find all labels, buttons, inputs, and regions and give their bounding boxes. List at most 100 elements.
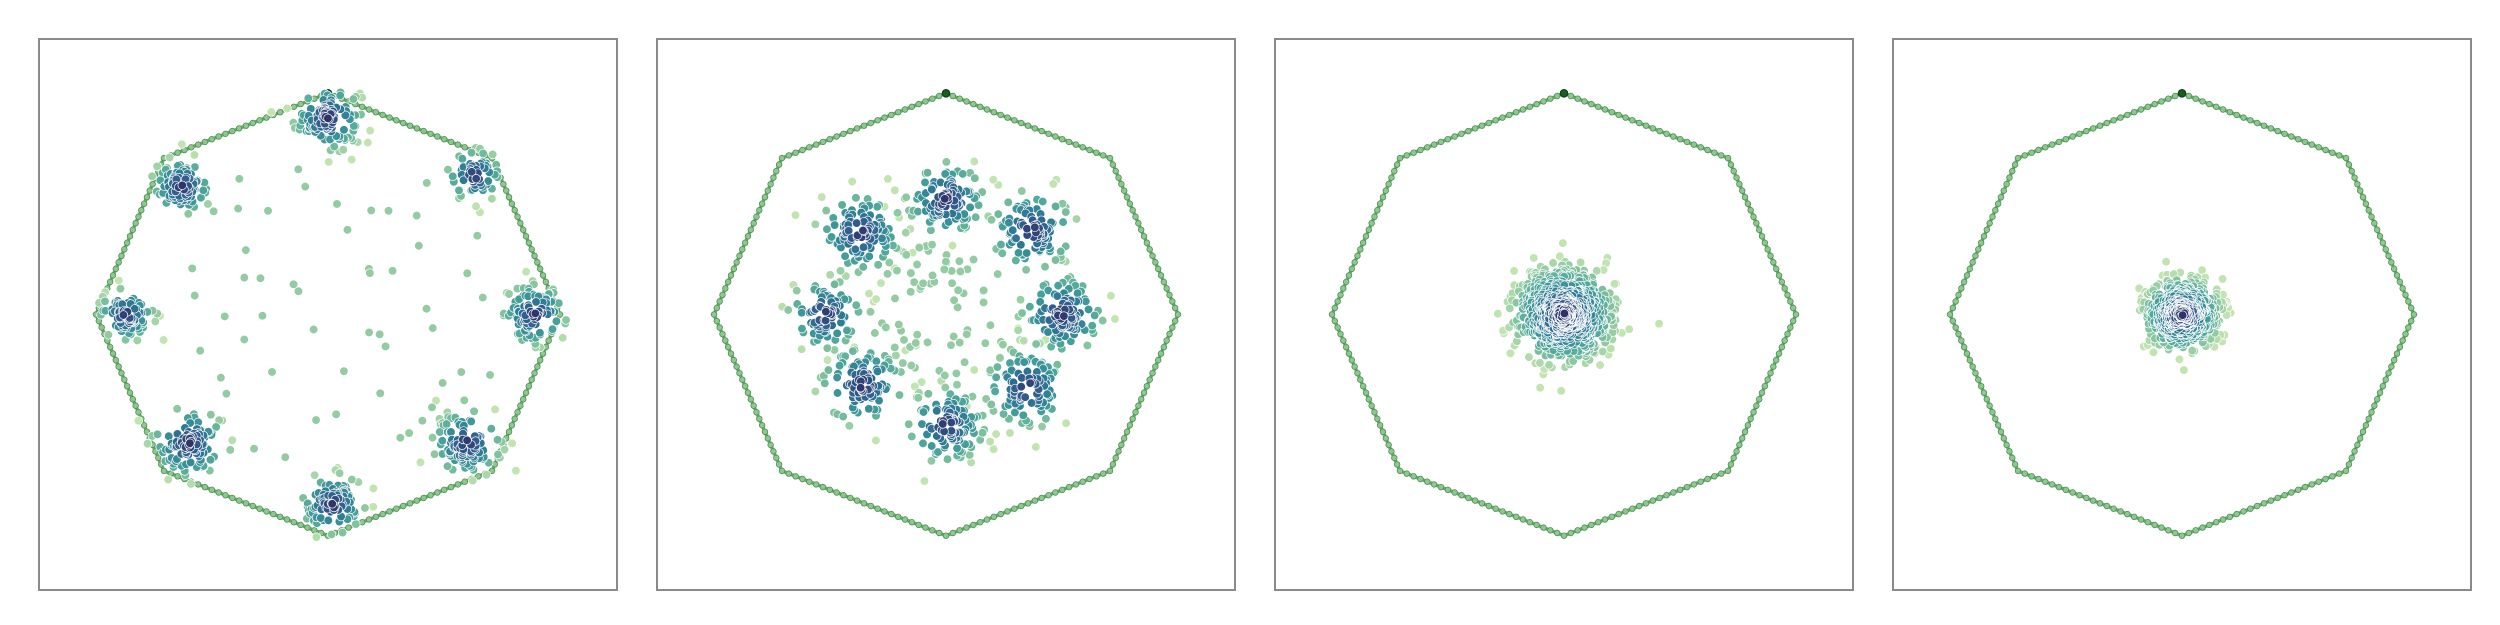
scatter-panel-1 bbox=[38, 38, 618, 591]
boundary-point bbox=[1118, 180, 1125, 188]
boundary-point bbox=[1567, 529, 1575, 537]
boundary-point bbox=[730, 265, 738, 273]
boundary-point bbox=[379, 111, 386, 119]
boundary-point bbox=[770, 174, 777, 181]
scatter-point bbox=[873, 260, 883, 270]
scatter-point bbox=[899, 335, 909, 345]
scatter-point bbox=[825, 270, 835, 280]
scatter-point bbox=[796, 344, 807, 354]
scatter-point bbox=[990, 386, 1000, 397]
scatter-point bbox=[177, 180, 187, 190]
boundary-point bbox=[155, 454, 162, 462]
scatter-point bbox=[912, 330, 922, 340]
scatter-point bbox=[993, 209, 1003, 219]
boundary-point bbox=[773, 167, 780, 175]
scatter-point bbox=[366, 205, 376, 216]
scatter-point bbox=[926, 456, 937, 466]
boundary-point bbox=[1065, 138, 1073, 146]
boundary-point bbox=[2336, 470, 2343, 477]
boundary-point bbox=[1986, 402, 1993, 409]
boundary-point bbox=[739, 246, 746, 253]
boundary-point bbox=[1772, 265, 1780, 273]
boundary-point bbox=[1758, 389, 1766, 396]
boundary-point bbox=[525, 382, 533, 390]
boundary-point bbox=[1736, 441, 1743, 449]
boundary-point bbox=[2345, 161, 2353, 168]
boundary-point bbox=[121, 246, 128, 253]
boundary-point bbox=[2399, 337, 2406, 344]
boundary-point bbox=[1980, 233, 1988, 240]
scatter-point bbox=[1493, 309, 1503, 319]
scatter-point bbox=[920, 177, 930, 188]
boundary-point bbox=[976, 519, 984, 526]
boundary-point bbox=[1154, 356, 1162, 364]
boundary-point bbox=[2009, 167, 2016, 175]
boundary-point bbox=[733, 259, 740, 266]
boundary-point bbox=[2117, 114, 2124, 121]
boundary-point bbox=[719, 330, 726, 338]
scatter-point bbox=[2161, 257, 2171, 267]
boundary-point bbox=[1972, 369, 1979, 377]
boundary-point bbox=[1992, 207, 1999, 214]
boundary-point bbox=[1992, 415, 1999, 422]
scatter-point bbox=[459, 395, 469, 405]
boundary-point bbox=[983, 106, 991, 113]
scatter-point bbox=[955, 266, 966, 277]
boundary-point bbox=[1160, 343, 1168, 351]
boundary-point bbox=[1163, 285, 1170, 292]
boundary-point bbox=[1388, 448, 1395, 455]
boundary-point bbox=[2295, 135, 2302, 143]
scatter-point bbox=[838, 411, 848, 422]
boundary-point bbox=[2042, 144, 2049, 151]
scatter-point bbox=[858, 262, 868, 272]
boundary-point bbox=[297, 100, 304, 108]
boundary-point bbox=[2315, 144, 2322, 151]
scatter-point bbox=[1021, 248, 1032, 258]
boundary-point bbox=[942, 532, 950, 539]
scatter-point bbox=[864, 288, 874, 299]
boundary-point bbox=[531, 252, 538, 260]
scatter-point bbox=[437, 436, 447, 446]
scatter-point bbox=[871, 294, 881, 304]
boundary-point bbox=[1677, 486, 1684, 494]
boundary-point bbox=[724, 343, 732, 351]
scatter-point bbox=[835, 266, 846, 276]
boundary-point bbox=[744, 233, 752, 240]
boundary-point bbox=[1174, 311, 1182, 318]
boundary-point bbox=[2354, 441, 2361, 449]
scatter-point bbox=[821, 307, 831, 317]
scatter-point bbox=[1031, 339, 1041, 349]
boundary-point bbox=[778, 467, 786, 475]
boundary-point bbox=[1656, 127, 1663, 135]
boundary-point bbox=[2385, 369, 2392, 377]
scatter-point bbox=[810, 386, 821, 397]
boundary-point bbox=[1519, 106, 1527, 113]
scatter-points bbox=[2134, 257, 2236, 375]
boundary-point bbox=[536, 356, 544, 364]
scatter-point bbox=[103, 330, 114, 340]
scatter-point bbox=[428, 323, 438, 333]
boundary-point bbox=[1331, 304, 1339, 312]
boundary-point bbox=[1106, 154, 1114, 162]
scatter-point bbox=[949, 331, 959, 342]
scatter-point bbox=[365, 125, 375, 136]
boundary-point bbox=[1038, 494, 1045, 502]
boundary-point bbox=[1492, 505, 1499, 512]
boundary-point bbox=[1430, 141, 1438, 148]
scatter-point bbox=[904, 419, 914, 429]
boundary-point bbox=[1533, 521, 1540, 529]
boundary-point bbox=[2407, 317, 2415, 325]
scatter-point bbox=[422, 178, 432, 188]
boundary-point bbox=[454, 141, 462, 148]
boundary-point bbox=[1444, 135, 1451, 143]
boundary-point bbox=[2137, 516, 2145, 523]
scatter-points bbox=[777, 156, 1120, 486]
boundary-point bbox=[2089, 497, 2097, 504]
scatter-point bbox=[901, 192, 911, 202]
scatter-point bbox=[282, 103, 292, 114]
boundary-point bbox=[123, 382, 131, 390]
boundary-point bbox=[109, 350, 117, 357]
scatter-point bbox=[965, 202, 975, 212]
boundary-point bbox=[935, 529, 943, 537]
scatter-point bbox=[829, 220, 840, 230]
